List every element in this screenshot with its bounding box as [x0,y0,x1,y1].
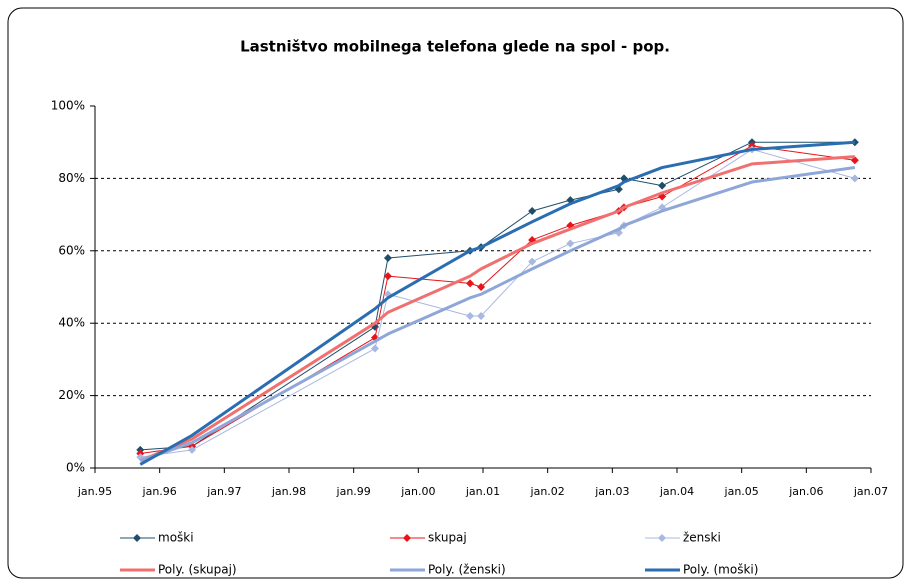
x-tick-label: jan.99 [336,485,371,498]
x-tick-label: jan.96 [142,485,177,498]
x-tick-label: jan.07 [853,485,888,498]
series-line [139,140,855,466]
x-tick-label: jan.95 [77,485,112,498]
y-tick-label: 0% [66,461,85,475]
data-point [477,283,486,291]
legend-label: skupaj [428,531,467,545]
y-tick-label: 80% [58,171,85,185]
x-tick-label: jan.02 [530,485,565,498]
legend-label: moški [158,531,194,545]
chart-frame [7,7,904,579]
y-tick-label: 20% [58,388,85,402]
y-tick-label: 60% [58,243,85,257]
x-tick-label: jan.98 [271,485,306,498]
y-tick-label: 100% [51,99,85,113]
data-point [383,254,392,263]
x-tick-label: jan.03 [594,485,629,498]
data-point [188,445,196,454]
x-tick-label: jan.01 [465,485,500,498]
data-point [566,239,575,248]
data-point [528,257,537,266]
legend-label: Poly. (skupaj) [158,563,237,577]
x-tick-label: jan.06 [788,485,823,498]
data-point [466,311,475,320]
legend-label: Poly. (moški) [683,563,758,577]
y-tick-label: 40% [58,316,85,330]
legend-marker [133,534,141,542]
data-point [850,174,859,183]
legend-marker [403,534,411,542]
data-point [528,206,537,215]
x-tick-label: jan.97 [206,485,241,498]
data-point [371,344,380,353]
data-point [383,272,392,281]
data-point [466,279,475,288]
series-line [139,155,855,463]
legend-label: Poly. (ženski) [428,563,506,577]
series-line [139,166,856,463]
chart-title: Lastništvo mobilnega telefona glede na s… [240,38,670,56]
data-point [658,181,667,190]
x-tick-label: jan.04 [659,485,694,498]
x-tick-label: jan.00 [400,485,435,498]
data-point [477,311,486,320]
x-tick-label: jan.05 [724,485,759,498]
legend-label: ženski [683,531,721,545]
legend-marker [658,534,666,542]
